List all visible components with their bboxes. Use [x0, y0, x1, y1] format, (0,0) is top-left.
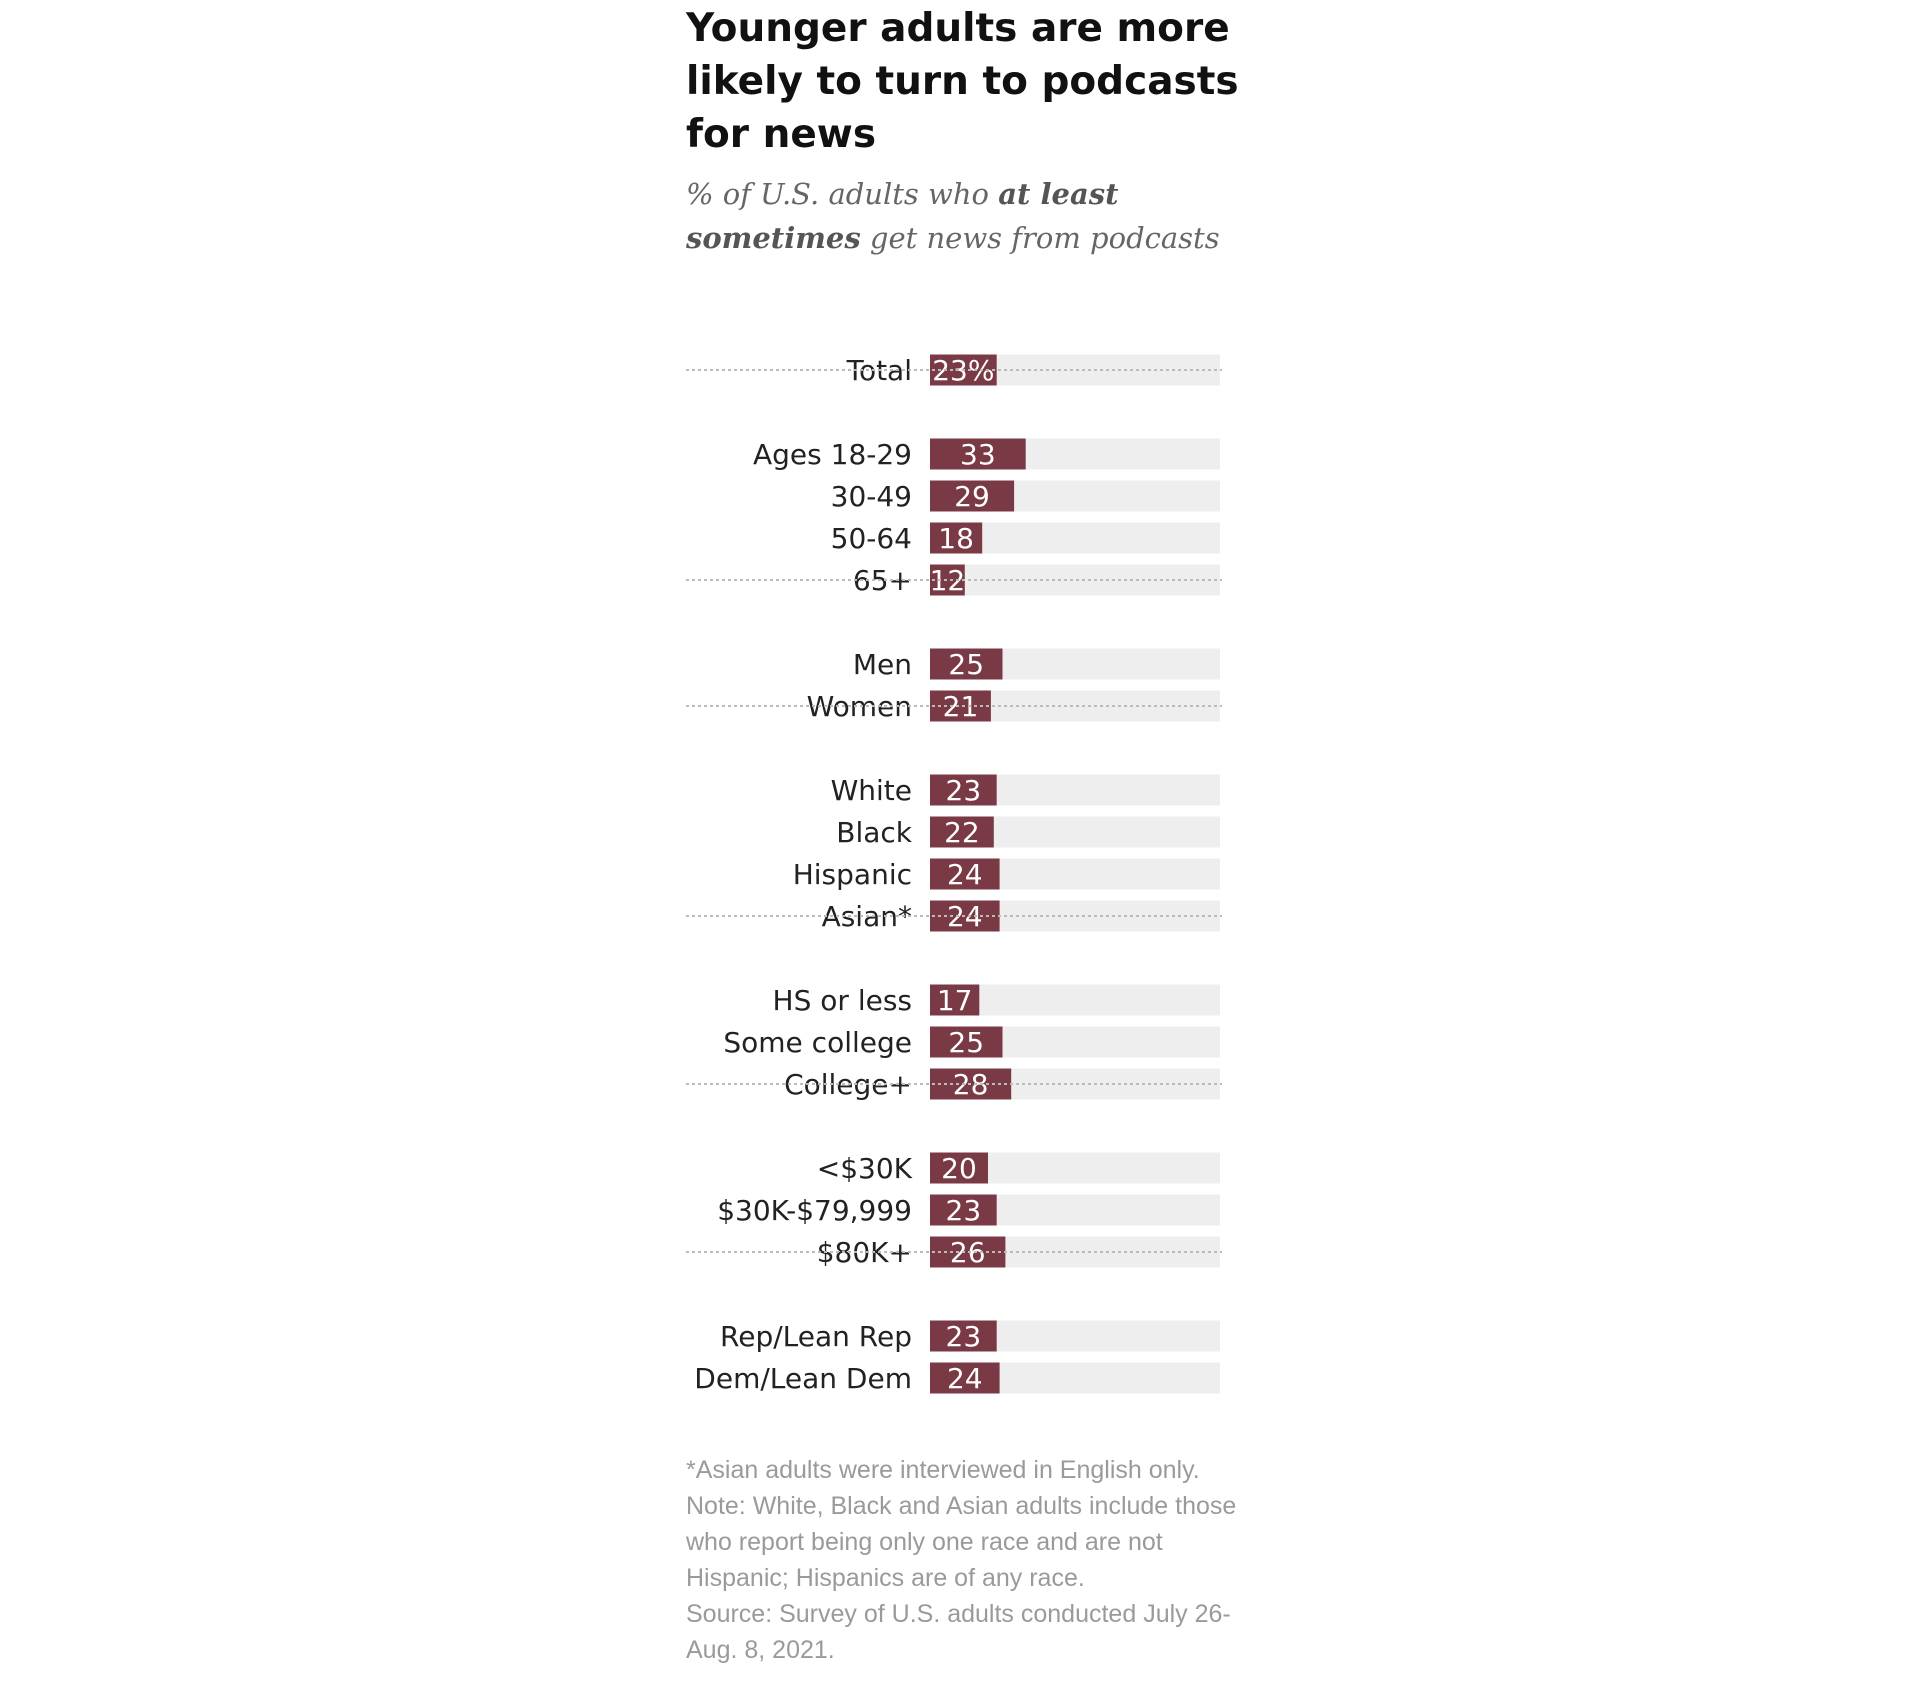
category-label: $30K-$79,999 — [717, 1194, 912, 1227]
category-label: Rep/Lean Rep — [720, 1320, 912, 1353]
chart-title: Younger adults are more likely to turn t… — [686, 6, 1239, 157]
category-label: Hispanic — [793, 858, 912, 891]
category-label: Men — [853, 648, 912, 681]
value-label: 21 — [943, 690, 979, 723]
subtitle-text-end: get news from podcasts — [860, 221, 1220, 255]
category-label: Ages 18-29 — [753, 438, 912, 471]
category-label: Some college — [723, 1026, 912, 1059]
bar — [930, 648, 1003, 680]
category-label: White — [831, 774, 912, 807]
bar — [930, 480, 1015, 512]
subtitle-text: % of U.S. adults who — [686, 177, 999, 211]
bar — [930, 522, 983, 554]
bar — [930, 1320, 997, 1352]
subtitle-emphasis-2: sometimes — [686, 221, 861, 255]
value-label: 29 — [954, 480, 990, 513]
value-label: 33 — [960, 438, 996, 471]
bar — [930, 1194, 997, 1226]
bar — [930, 1362, 1000, 1394]
category-label: HS or less — [773, 984, 912, 1017]
category-label: Dem/Lean Dem — [694, 1362, 912, 1395]
bar — [930, 438, 1026, 470]
value-label: 12 — [930, 564, 966, 597]
value-label: 26 — [950, 1236, 986, 1269]
value-label: 24 — [947, 858, 983, 891]
methodology-note: Note: White, Black and Asian adults incl… — [686, 1492, 1237, 1592]
category-label: 50-64 — [831, 522, 912, 555]
asterisk-note: *Asian adults were interviewed in Englis… — [686, 1456, 1200, 1484]
bar — [930, 816, 994, 848]
value-label: 22 — [944, 816, 980, 849]
chart-notes: *Asian adults were interviewed in Englis… — [686, 1452, 1246, 1668]
category-label: <$30K — [817, 1152, 913, 1185]
source-note: Source: Survey of U.S. adults conducted … — [686, 1600, 1231, 1664]
value-label: 17 — [937, 984, 973, 1017]
bar — [930, 1152, 988, 1184]
value-label: 23 — [946, 1194, 982, 1227]
bar — [930, 984, 980, 1016]
value-label: 25 — [948, 1026, 984, 1059]
bar — [930, 1026, 1003, 1058]
value-label: 23 — [946, 774, 982, 807]
value-label: 24 — [947, 1362, 983, 1395]
category-label: 30-49 — [831, 480, 912, 513]
value-label: 20 — [941, 1152, 977, 1185]
bar — [930, 858, 1000, 890]
chart-subtitle: % of U.S. adults who at least sometimes g… — [686, 172, 1246, 260]
bar — [930, 774, 997, 806]
bar-track — [930, 564, 1220, 596]
subtitle-emphasis-1: at least — [998, 177, 1119, 211]
value-label: 25 — [948, 648, 984, 681]
value-label: 23 — [946, 1320, 982, 1353]
category-label: Black — [836, 816, 913, 849]
value-label: 18 — [938, 522, 974, 555]
